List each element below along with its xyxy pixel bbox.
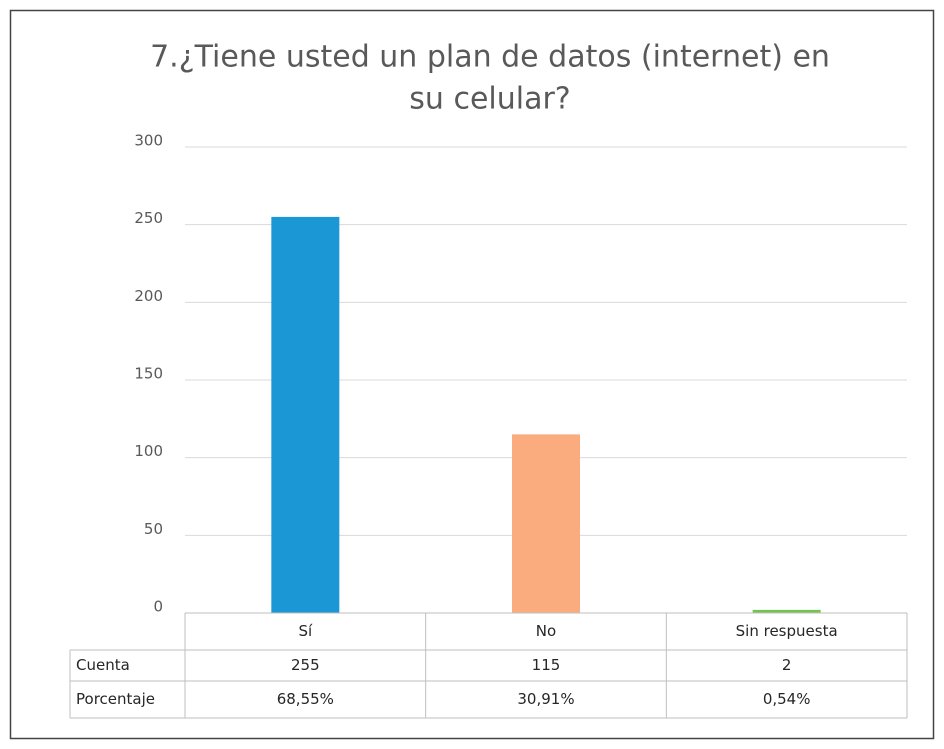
chart-title-line-1: 7.¿Tiene usted un plan de datos (interne… [150,40,830,75]
table-row-label: Cuenta [76,656,130,674]
table-row-label: Porcentaje [76,690,155,708]
x-tick-label: No [536,622,556,640]
table-cell: 255 [291,656,320,674]
y-tick-label: 50 [144,520,163,538]
table-cell: 68,55% [277,690,334,708]
table-cell: 0,54% [763,690,811,708]
y-tick-label: 150 [134,365,163,383]
y-tick-label: 250 [134,209,163,227]
y-tick-label: 200 [134,287,163,305]
table-cell: 30,91% [517,690,574,708]
bar [752,609,821,613]
bar [512,434,580,613]
table-cell: 115 [532,656,561,674]
x-tick-label: Sin respuesta [736,622,838,640]
chart-title-line-2: su celular? [409,82,570,117]
table-cell: 2 [782,656,792,674]
bar [271,216,340,613]
y-tick-label: 0 [153,598,163,616]
x-tick-label: Sí [298,622,313,640]
y-tick-label: 100 [134,442,163,460]
chart-border [9,9,935,740]
y-tick-label: 300 [134,132,163,150]
